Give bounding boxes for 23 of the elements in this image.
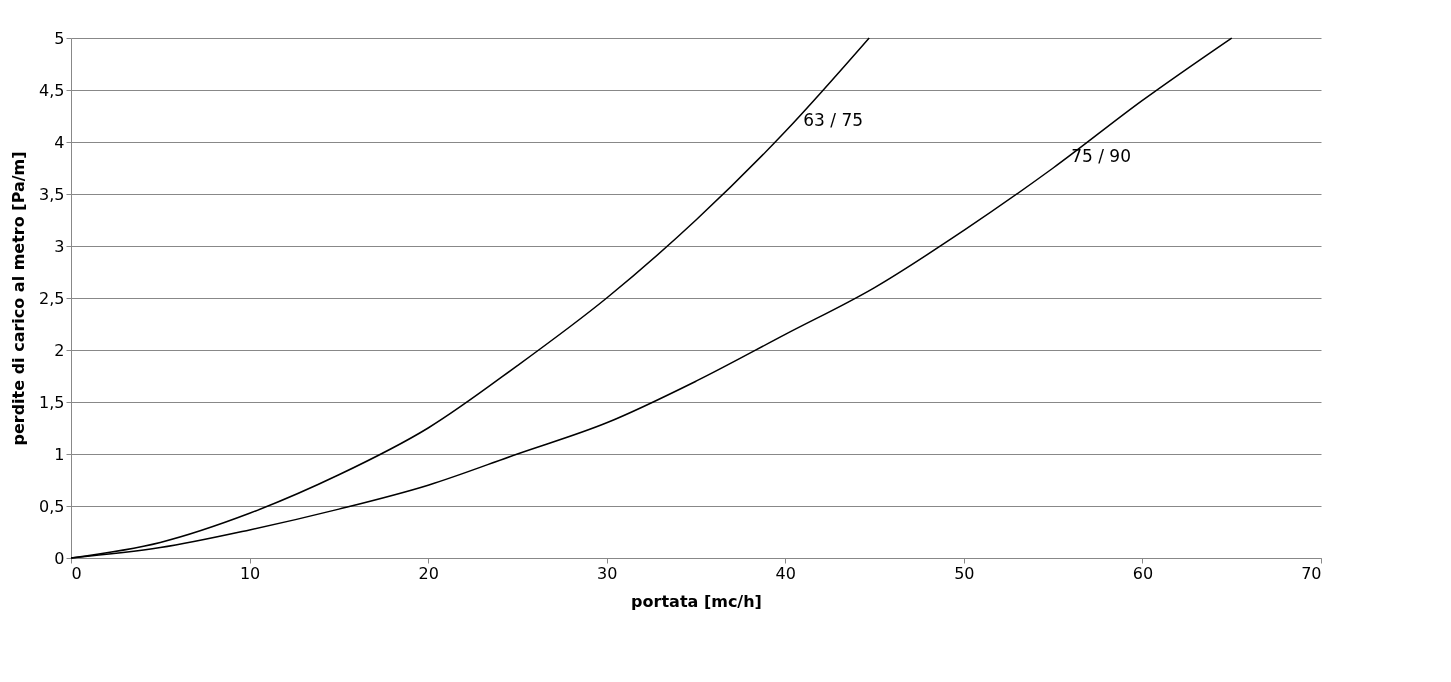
y-tick-label: 0,5: [39, 496, 65, 516]
x-tick-label: 0: [71, 563, 82, 583]
y-tick-label: 0: [54, 548, 65, 568]
x-tick-label: 30: [597, 563, 618, 583]
x-tick-label: 10: [239, 563, 261, 583]
y-tick-label: 3: [54, 236, 65, 256]
y-tick-label: 1,5: [39, 392, 65, 412]
y-tick-label: 3,5: [39, 184, 65, 204]
y-tick-label: 4,5: [39, 80, 65, 100]
series-label: 75 / 90: [1071, 146, 1131, 166]
y-tick-label: 4: [54, 132, 65, 152]
y-axis-title: perdite di carico al metro [Pa/m]: [9, 151, 29, 446]
y-tick-label: 2: [54, 340, 65, 360]
x-tick-label: 20: [418, 563, 439, 583]
x-tick-label: 70: [1301, 563, 1322, 583]
x-tick-label: 40: [775, 563, 796, 583]
x-tick-label: 50: [954, 563, 975, 583]
y-tick-label: 1: [54, 444, 65, 464]
series-label: 63 / 75: [803, 109, 864, 130]
x-tick-label: 60: [1132, 563, 1154, 583]
x-axis-title: portata [mc/h]: [631, 591, 762, 611]
y-tick-label: 5: [54, 28, 65, 48]
y-tick-label: 2,5: [39, 288, 65, 308]
